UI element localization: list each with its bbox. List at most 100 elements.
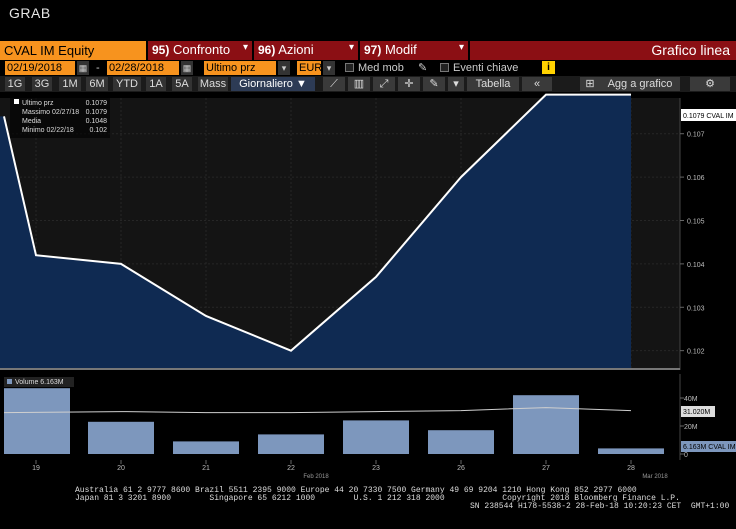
legend-label-low: Minimo 02/22/18 bbox=[22, 127, 74, 134]
range-1a-button[interactable]: 1A bbox=[146, 77, 166, 91]
range-6m-button[interactable]: 6M bbox=[86, 77, 108, 91]
actions-menu-label: Azioni bbox=[278, 42, 314, 57]
price-tick-label: 0.105 bbox=[687, 218, 705, 225]
table-button[interactable]: Tabella bbox=[467, 77, 519, 91]
footer-contacts: Australia 61 2 9777 8600 Brazil 5511 239… bbox=[0, 484, 736, 529]
avg-volume-tag: 31.020M bbox=[683, 409, 710, 416]
collapse-icon[interactable]: « bbox=[522, 77, 552, 91]
volume-average-line bbox=[3, 407, 632, 414]
footer-line-3: SN 238544 H178-5538-2 28-Feb-18 10:20:23… bbox=[470, 502, 730, 511]
top-toolbar: CVAL IM Equity 95) Confronto ▾ 96) Azion… bbox=[0, 41, 736, 60]
key-events-checkbox[interactable] bbox=[440, 63, 449, 72]
range-1m-button[interactable]: 1M bbox=[59, 77, 81, 91]
legend-label-last: Ultimo prz bbox=[22, 100, 54, 107]
price-tick-label: 0.104 bbox=[687, 262, 705, 269]
info-icon[interactable]: i bbox=[542, 61, 555, 74]
volume-bar-27 bbox=[513, 395, 579, 454]
legend-value-last: 0.1079 bbox=[86, 100, 108, 107]
legend-label-high: Massimo 02/27/18 bbox=[22, 109, 79, 116]
volume-bar-21 bbox=[173, 441, 239, 454]
price-points bbox=[3, 94, 632, 351]
volume-legend-label: Volume 6.163M bbox=[15, 379, 64, 386]
window-titlebar: GRAB bbox=[0, 0, 736, 26]
date-tick-label: 27 bbox=[542, 465, 550, 472]
edit-menu[interactable]: 97) Modif ▾ bbox=[360, 41, 468, 60]
chevron-down-icon[interactable]: ▾ bbox=[323, 61, 335, 75]
chevron-down-icon: ▾ bbox=[458, 42, 464, 53]
last-price-tag: 0.1079 CVAL IM bbox=[683, 113, 734, 120]
volume-bars bbox=[4, 388, 664, 454]
ticker-field[interactable]: CVAL IM Equity bbox=[0, 41, 146, 60]
date-tick-label: 22 bbox=[287, 465, 295, 472]
annotate-icon[interactable]: ✎ bbox=[423, 77, 445, 91]
range-5a-button[interactable]: 5A bbox=[172, 77, 192, 91]
range-ytd-button[interactable]: YTD bbox=[113, 77, 141, 91]
price-axis-ticks: 0.107 0.106 0.105 0.104 0.103 0.102 bbox=[680, 132, 705, 356]
pencil-icon[interactable]: ✎ bbox=[418, 62, 428, 74]
chevron-down-icon[interactable]: ▾ bbox=[448, 77, 464, 91]
price-tick-label: 0.103 bbox=[687, 305, 705, 312]
range-3g-button[interactable]: 3G bbox=[32, 77, 52, 91]
volume-axis-ticks: 40M 20M 0 bbox=[680, 396, 698, 459]
month-label-feb: Feb 2018 bbox=[303, 474, 329, 480]
date-tick-label: 28 bbox=[627, 465, 635, 472]
volume-bar-28 bbox=[598, 448, 664, 454]
add-to-chart-button[interactable]: Agg a grafico bbox=[600, 77, 680, 91]
price-tick-label: 0.106 bbox=[687, 175, 705, 182]
actions-menu-number: 96) bbox=[258, 43, 276, 57]
window-title: GRAB bbox=[9, 5, 51, 21]
legend-label-mean: Media bbox=[22, 118, 41, 125]
legend-swatch bbox=[14, 99, 19, 104]
end-date-input[interactable]: 02/28/2018 bbox=[107, 61, 179, 75]
currency-select[interactable]: EUR bbox=[297, 61, 323, 75]
last-volume-tag: 6.163M CVAL IM bbox=[683, 444, 736, 451]
price-legend: Ultimo prz 0.1079 Massimo 02/27/18 0.107… bbox=[10, 96, 110, 138]
chevron-down-icon: ▾ bbox=[242, 42, 248, 53]
compare-menu[interactable]: 95) Confronto ▾ bbox=[148, 41, 252, 60]
volume-tick-label: 40M bbox=[684, 396, 698, 403]
range-bar: 1G 3G 1M 6M YTD 1A 5A Mass Giornaliero ▼… bbox=[0, 76, 736, 92]
volume-bar-22 bbox=[258, 434, 324, 454]
edit-menu-number: 97) bbox=[364, 43, 382, 57]
frequency-select[interactable]: Giornaliero ▼ bbox=[231, 77, 315, 91]
start-date-input[interactable]: 02/19/2018 bbox=[5, 61, 75, 75]
date-field-bar: 02/19/2018 ▦ - 02/28/2018 ▦ Ultimo prz ▾… bbox=[0, 60, 736, 76]
chart-type-title: Grafico linea bbox=[470, 41, 736, 60]
volume-legend-swatch bbox=[7, 379, 12, 384]
volume-legend-background bbox=[4, 377, 74, 387]
range-1g-button[interactable]: 1G bbox=[5, 77, 25, 91]
line-chart-icon[interactable]: ⟋ bbox=[323, 77, 345, 91]
price-volume-chart[interactable]: Ultimo prz 0.1079 Massimo 02/27/18 0.107… bbox=[0, 92, 736, 484]
add-chart-icon[interactable]: ⊞ bbox=[580, 77, 600, 91]
date-axis-ticks: 19 20 21 22 23 26 27 28 bbox=[32, 460, 635, 472]
chevron-down-icon[interactable]: ▾ bbox=[278, 61, 290, 75]
moving-average-label: Med mob bbox=[358, 62, 404, 74]
date-tick-label: 21 bbox=[202, 465, 210, 472]
actions-menu[interactable]: 96) Azioni ▾ bbox=[254, 41, 358, 60]
price-area bbox=[0, 94, 631, 369]
bar-chart-icon[interactable]: ▥ bbox=[348, 77, 370, 91]
zoom-icon[interactable]: ⤢ bbox=[373, 77, 395, 91]
calendar-icon[interactable]: ▦ bbox=[77, 61, 89, 75]
range-max-button[interactable]: Mass bbox=[198, 77, 228, 91]
volume-bar-26 bbox=[428, 430, 494, 454]
moving-average-checkbox[interactable] bbox=[345, 63, 354, 72]
date-separator: - bbox=[96, 62, 100, 74]
volume-bar-23 bbox=[343, 420, 409, 454]
date-tick-label: 19 bbox=[32, 465, 40, 472]
legend-value-high: 0.1079 bbox=[86, 109, 108, 116]
gear-icon[interactable]: ⚙ bbox=[690, 77, 730, 91]
price-tick-label: 0.107 bbox=[687, 132, 705, 139]
date-tick-label: 26 bbox=[457, 465, 465, 472]
legend-background bbox=[10, 96, 110, 138]
edit-menu-label: Modif bbox=[384, 42, 417, 57]
last-price-tag-background bbox=[681, 109, 736, 121]
volume-tick-label: 0 bbox=[684, 452, 688, 459]
calendar-icon[interactable]: ▦ bbox=[181, 61, 193, 75]
price-field-select[interactable]: Ultimo prz bbox=[204, 61, 276, 75]
legend-value-low: 0.102 bbox=[89, 127, 107, 134]
legend-value-mean: 0.1048 bbox=[86, 118, 108, 125]
footer-line-2: Japan 81 3 3201 8900 Singapore 65 6212 1… bbox=[75, 494, 680, 503]
cursor-icon[interactable]: ✛ bbox=[398, 77, 420, 91]
volume-bar-20 bbox=[88, 421, 154, 454]
